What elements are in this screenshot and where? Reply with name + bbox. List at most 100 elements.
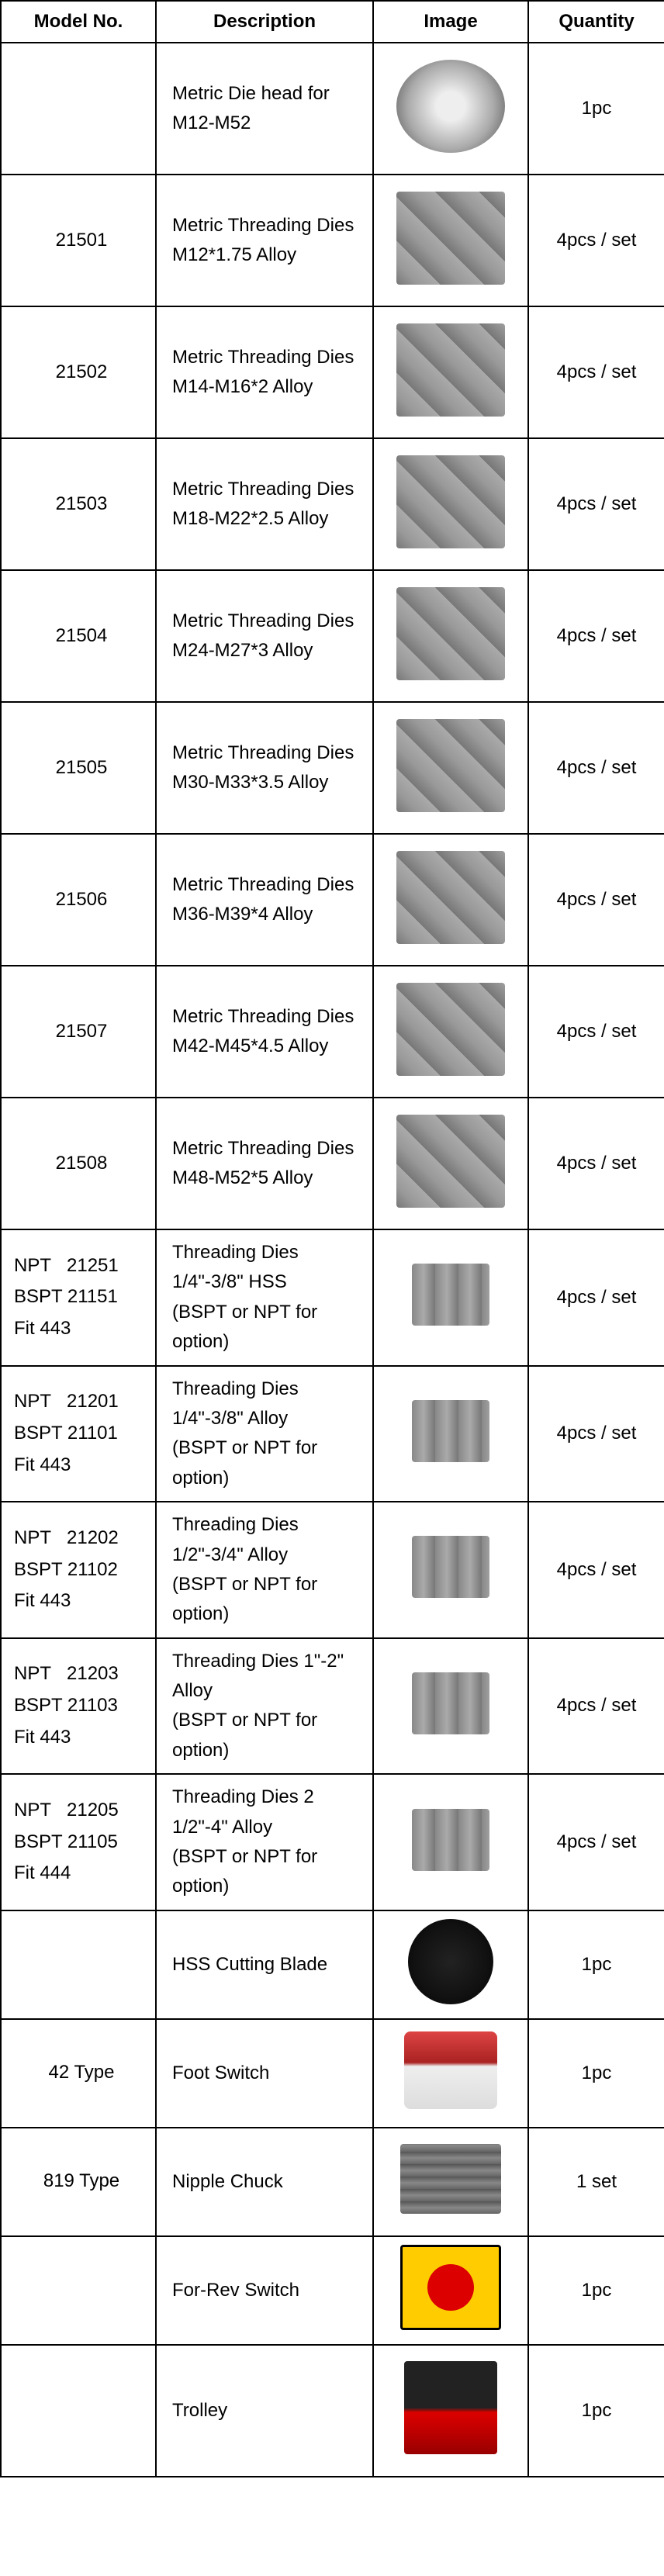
product-image-placeholder — [396, 851, 505, 944]
product-image-placeholder — [396, 587, 505, 680]
parts-table: Model No. Description Image Quantity Met… — [0, 0, 664, 2477]
cell-model: 42 Type — [1, 2019, 156, 2128]
cell-model: 21505 — [1, 702, 156, 834]
cell-image — [373, 966, 528, 1098]
cell-description: Threading Dies 2 1/2"-4" Alloy(BSPT or N… — [156, 1774, 373, 1910]
cell-image — [373, 306, 528, 438]
cell-quantity: 4pcs / set — [528, 306, 664, 438]
cell-image — [373, 570, 528, 702]
cell-description: Trolley — [156, 2345, 373, 2477]
cell-quantity: 1pc — [528, 43, 664, 175]
cell-description: Metric Threading DiesM36-M39*4 Alloy — [156, 834, 373, 966]
cell-image — [373, 1910, 528, 2019]
cell-quantity: 4pcs / set — [528, 1638, 664, 1775]
cell-image — [373, 2128, 528, 2236]
cell-description: Metric Threading DiesM48-M52*5 Alloy — [156, 1098, 373, 1229]
product-image-placeholder — [396, 455, 505, 548]
cell-quantity: 4pcs / set — [528, 834, 664, 966]
cell-quantity: 1pc — [528, 2345, 664, 2477]
cell-model: 21506 — [1, 834, 156, 966]
cell-description: HSS Cutting Blade — [156, 1910, 373, 2019]
product-image-placeholder — [396, 192, 505, 285]
table-row: 21503Metric Threading DiesM18-M22*2.5 Al… — [1, 438, 664, 570]
product-image-placeholder — [404, 2361, 497, 2454]
cell-image — [373, 1502, 528, 1638]
cell-description: Metric Threading DiesM12*1.75 Alloy — [156, 175, 373, 306]
product-image-placeholder — [412, 1536, 489, 1598]
product-image-placeholder — [396, 983, 505, 1076]
cell-description: Threading Dies 1/2"-3/4" Alloy(BSPT or N… — [156, 1502, 373, 1638]
table-row: 21505Metric Threading DiesM30-M33*3.5 Al… — [1, 702, 664, 834]
product-image-placeholder — [396, 1115, 505, 1208]
cell-model — [1, 2236, 156, 2345]
product-image-placeholder — [396, 719, 505, 812]
cell-model: NPT 21205BSPT 21105Fit 444 — [1, 1774, 156, 1910]
cell-image — [373, 175, 528, 306]
cell-model: 21503 — [1, 438, 156, 570]
cell-quantity: 4pcs / set — [528, 1098, 664, 1229]
cell-image — [373, 438, 528, 570]
table-row: Trolley 1pc — [1, 2345, 664, 2477]
product-image-placeholder — [400, 2144, 501, 2214]
cell-quantity: 4pcs / set — [528, 966, 664, 1098]
cell-quantity: 1 set — [528, 2128, 664, 2236]
cell-description: Metric Threading DiesM14-M16*2 Alloy — [156, 306, 373, 438]
table-row: 21504Metric Threading DiesM24-M27*3 Allo… — [1, 570, 664, 702]
cell-description: Metric Threading DiesM42-M45*4.5 Alloy — [156, 966, 373, 1098]
table-row: 21501Metric Threading DiesM12*1.75 Alloy… — [1, 175, 664, 306]
cell-image — [373, 702, 528, 834]
table-row: 42 TypeFoot Switch 1pc — [1, 2019, 664, 2128]
cell-image — [373, 1638, 528, 1775]
product-image-placeholder — [412, 1264, 489, 1326]
cell-description: Threading Dies 1/4"-3/8" HSS(BSPT or NPT… — [156, 1229, 373, 1366]
product-image-placeholder — [396, 60, 505, 153]
product-image-placeholder — [412, 1400, 489, 1462]
cell-model: 21501 — [1, 175, 156, 306]
cell-quantity: 1pc — [528, 1910, 664, 2019]
cell-description: Threading Dies 1/4"-3/8" Alloy(BSPT or N… — [156, 1366, 373, 1502]
cell-image — [373, 1774, 528, 1910]
cell-quantity: 1pc — [528, 2236, 664, 2345]
cell-model — [1, 43, 156, 175]
table-row: Metric Die head for M12-M52 1pc — [1, 43, 664, 175]
product-image-placeholder — [404, 2031, 497, 2109]
header-image: Image — [373, 1, 528, 43]
cell-image — [373, 2236, 528, 2345]
cell-model: 819 Type — [1, 2128, 156, 2236]
cell-description: Metric Threading DiesM24-M27*3 Alloy — [156, 570, 373, 702]
cell-model: 21508 — [1, 1098, 156, 1229]
table-row: NPT 21203BSPT 21103Fit 443Threading Dies… — [1, 1638, 664, 1775]
cell-model: 21502 — [1, 306, 156, 438]
product-image-placeholder — [408, 1919, 493, 2004]
cell-quantity: 4pcs / set — [528, 438, 664, 570]
cell-quantity: 4pcs / set — [528, 1229, 664, 1366]
cell-image — [373, 43, 528, 175]
table-row: 819 TypeNipple Chuck1 set — [1, 2128, 664, 2236]
table-row: NPT 21205BSPT 21105Fit 444Threading Dies… — [1, 1774, 664, 1910]
cell-description: For-Rev Switch — [156, 2236, 373, 2345]
cell-model: NPT 21251BSPT 21151Fit 443 — [1, 1229, 156, 1366]
table-row: NPT 21251BSPT 21151Fit 443Threading Dies… — [1, 1229, 664, 1366]
table-row: For-Rev Switch 1pc — [1, 2236, 664, 2345]
table-row: 21508Metric Threading DiesM48-M52*5 Allo… — [1, 1098, 664, 1229]
cell-image — [373, 1098, 528, 1229]
cell-quantity: 4pcs / set — [528, 175, 664, 306]
cell-image — [373, 2019, 528, 2128]
cell-image — [373, 1366, 528, 1502]
cell-image — [373, 834, 528, 966]
cell-model: 21507 — [1, 966, 156, 1098]
header-description: Description — [156, 1, 373, 43]
cell-quantity: 4pcs / set — [528, 1366, 664, 1502]
product-image-placeholder — [396, 323, 505, 417]
cell-model — [1, 1910, 156, 2019]
cell-quantity: 4pcs / set — [528, 1774, 664, 1910]
cell-description: Foot Switch — [156, 2019, 373, 2128]
product-image-placeholder — [400, 2245, 501, 2330]
cell-quantity: 1pc — [528, 2019, 664, 2128]
header-model: Model No. — [1, 1, 156, 43]
cell-description: Metric Threading DiesM30-M33*3.5 Alloy — [156, 702, 373, 834]
cell-description: Metric Threading DiesM18-M22*2.5 Alloy — [156, 438, 373, 570]
cell-quantity: 4pcs / set — [528, 1502, 664, 1638]
cell-image — [373, 1229, 528, 1366]
cell-description: Metric Die head for M12-M52 — [156, 43, 373, 175]
